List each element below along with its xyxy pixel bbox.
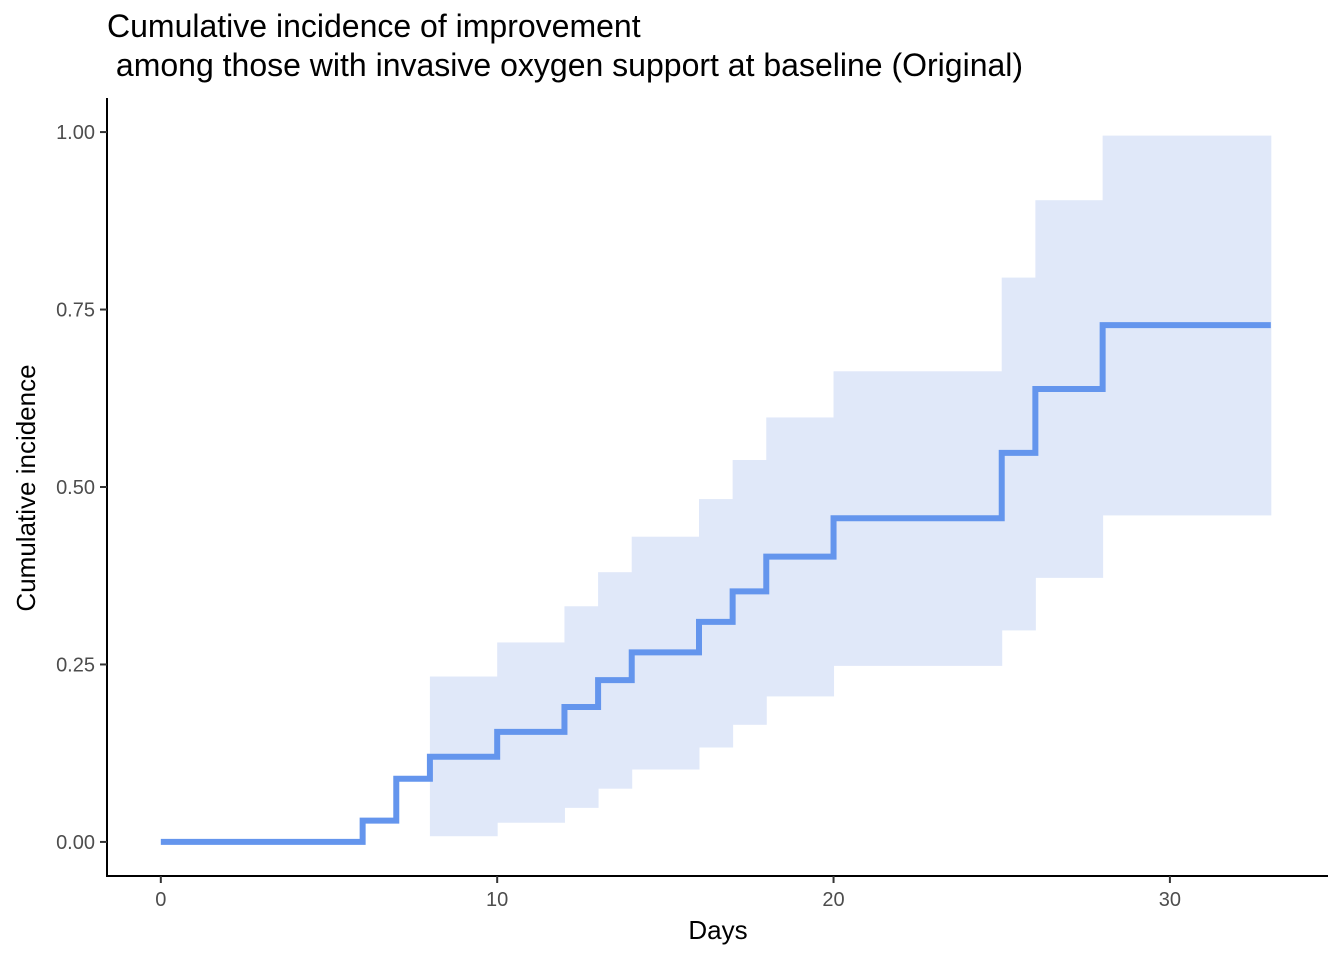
x-tick-label: 30 xyxy=(1159,889,1181,911)
x-tick-label: 0 xyxy=(155,889,166,911)
x-tick-label: 20 xyxy=(822,889,844,911)
y-axis: 0.00 0.25 0.50 0.75 1.00 xyxy=(56,122,107,854)
x-axis: 0 10 20 30 xyxy=(155,876,1181,911)
y-axis-title: Cumulative incidence xyxy=(11,364,41,611)
x-tick-label: 10 xyxy=(486,889,508,911)
y-tick-label: 1.00 xyxy=(56,122,95,144)
y-tick-label: 0.00 xyxy=(56,832,95,854)
y-tick-label: 0.75 xyxy=(56,300,95,322)
y-tick-label: 0.25 xyxy=(56,654,95,676)
x-axis-title: Days xyxy=(688,915,747,945)
chart-subtitle: among those with invasive oxygen support… xyxy=(107,47,1023,83)
chart-title: Cumulative incidence of improvement xyxy=(107,8,641,44)
plot-area xyxy=(160,135,1272,845)
cumulative-incidence-line xyxy=(160,322,1271,845)
y-tick-label: 0.50 xyxy=(56,477,95,499)
